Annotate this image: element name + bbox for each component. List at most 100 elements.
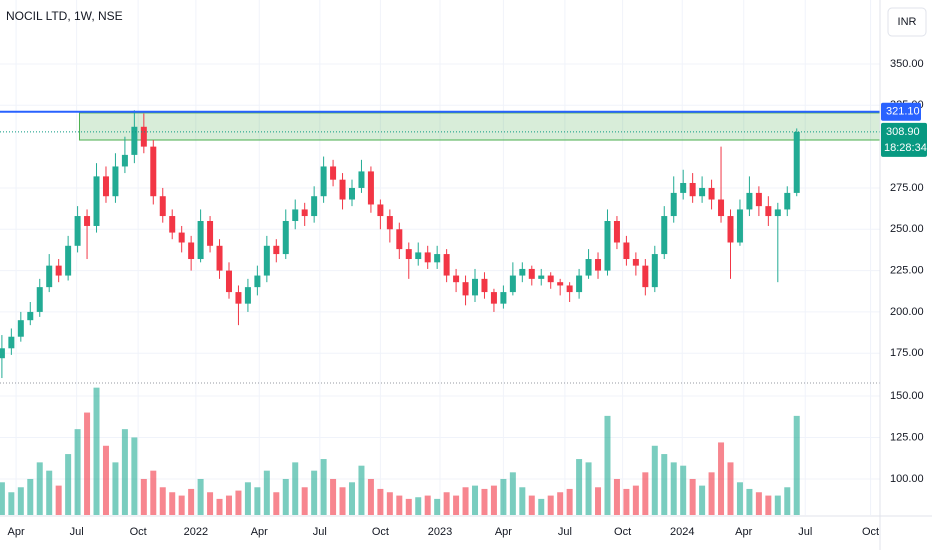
candle-body <box>131 126 138 155</box>
volume-bar <box>131 437 138 515</box>
candle-body <box>708 187 715 200</box>
candle-body <box>292 209 299 222</box>
candle-body <box>576 275 583 293</box>
volume-bar <box>197 478 204 515</box>
candle-body <box>386 216 393 230</box>
volume-bar <box>36 462 43 515</box>
volume-bar <box>339 487 346 515</box>
volume-bar <box>358 465 365 515</box>
candle-body <box>311 196 318 217</box>
candle-body <box>670 192 677 217</box>
volume-bar <box>121 429 128 515</box>
volume-bar <box>150 470 157 515</box>
volume-bar <box>349 482 355 515</box>
volume-bar <box>613 478 620 515</box>
volume-bar <box>689 478 696 515</box>
price-label: 321.10 <box>886 106 920 118</box>
candle-body <box>178 232 185 243</box>
candle-body <box>595 259 602 271</box>
volume-bar <box>102 445 109 515</box>
volume-bar <box>55 485 62 515</box>
candle-body <box>585 259 592 276</box>
volume-bar <box>765 495 772 515</box>
y-tick-label: 200.00 <box>890 306 924 318</box>
volume-bar <box>538 498 545 515</box>
volume-bar <box>65 454 72 515</box>
candle-body <box>453 275 460 283</box>
volume-bar <box>367 478 374 515</box>
x-tick-label: Jul <box>313 526 327 538</box>
volume-bar <box>623 488 630 515</box>
volume-bar <box>112 462 119 515</box>
volume-bar <box>528 495 535 515</box>
candle-body <box>557 282 564 286</box>
volume-bar <box>746 488 753 515</box>
candle-body <box>718 199 725 217</box>
candle-body <box>736 209 743 243</box>
candle-body <box>547 275 554 283</box>
candle-body <box>197 221 204 260</box>
volume-bar <box>490 485 497 515</box>
volume-bar <box>547 495 554 515</box>
volume-bar <box>377 488 384 515</box>
candle-body <box>793 131 800 193</box>
candle-body <box>632 259 639 266</box>
volume-bar <box>727 462 734 515</box>
volume-tick-label: 100.00 <box>890 473 924 485</box>
volume-bar <box>169 492 176 515</box>
countdown-label: 18:28:34 <box>884 142 927 154</box>
volume-bar <box>708 472 715 515</box>
candle-body <box>121 154 128 167</box>
candle-body <box>434 254 441 263</box>
volume-bar <box>604 415 611 515</box>
x-tick-label: 2022 <box>184 526 208 538</box>
candle-body <box>225 270 232 293</box>
candle-body <box>604 221 611 271</box>
candle-body <box>443 254 450 276</box>
candle-body <box>415 252 422 260</box>
candle-body <box>0 348 5 359</box>
candle-body <box>93 176 100 226</box>
volume-bar <box>585 462 592 515</box>
candle-body <box>490 292 497 304</box>
volume-bar <box>235 490 242 515</box>
candle-body <box>320 166 327 197</box>
candle-body <box>755 192 762 207</box>
candle-body <box>519 268 526 276</box>
volume-bar <box>784 487 791 515</box>
supply-zone <box>78 112 881 141</box>
volume-bar <box>443 492 450 515</box>
volume-bar <box>244 482 251 515</box>
currency-label[interactable]: INR <box>898 16 917 28</box>
volume-bar <box>632 485 639 515</box>
candle-body <box>613 221 620 243</box>
volume-bar <box>263 470 270 515</box>
volume-bar <box>8 492 15 515</box>
volume-bar <box>500 478 507 515</box>
candle-body <box>102 176 109 197</box>
y-tick-label: 250.00 <box>890 223 924 235</box>
volume-tick-label: 150.00 <box>890 390 924 402</box>
x-tick-label: Oct <box>614 526 631 538</box>
candle-body <box>680 182 687 193</box>
candle-body <box>282 221 289 255</box>
volume-bar <box>320 459 327 515</box>
candle-body <box>774 209 781 217</box>
volume-tick-label: 125.00 <box>890 431 924 443</box>
candle-body <box>46 265 53 288</box>
price-label: 308.90 <box>886 126 920 138</box>
candle-body <box>169 216 176 233</box>
volume-bar <box>0 482 5 515</box>
currency-button[interactable] <box>887 7 927 37</box>
axis: Apr Jul Oct 2022 Apr Jul Oct 2023 Apr Jul Oct 2024 A… <box>8 58 927 538</box>
candle-body <box>396 229 403 250</box>
candle-body <box>216 245 223 271</box>
candle-body <box>509 275 516 293</box>
volume-bar <box>386 492 393 515</box>
candle-body <box>301 209 308 217</box>
volume-bar <box>651 445 658 515</box>
candle-body <box>642 265 649 288</box>
x-tick-label: Oct <box>130 526 147 538</box>
candle-body <box>784 192 791 210</box>
